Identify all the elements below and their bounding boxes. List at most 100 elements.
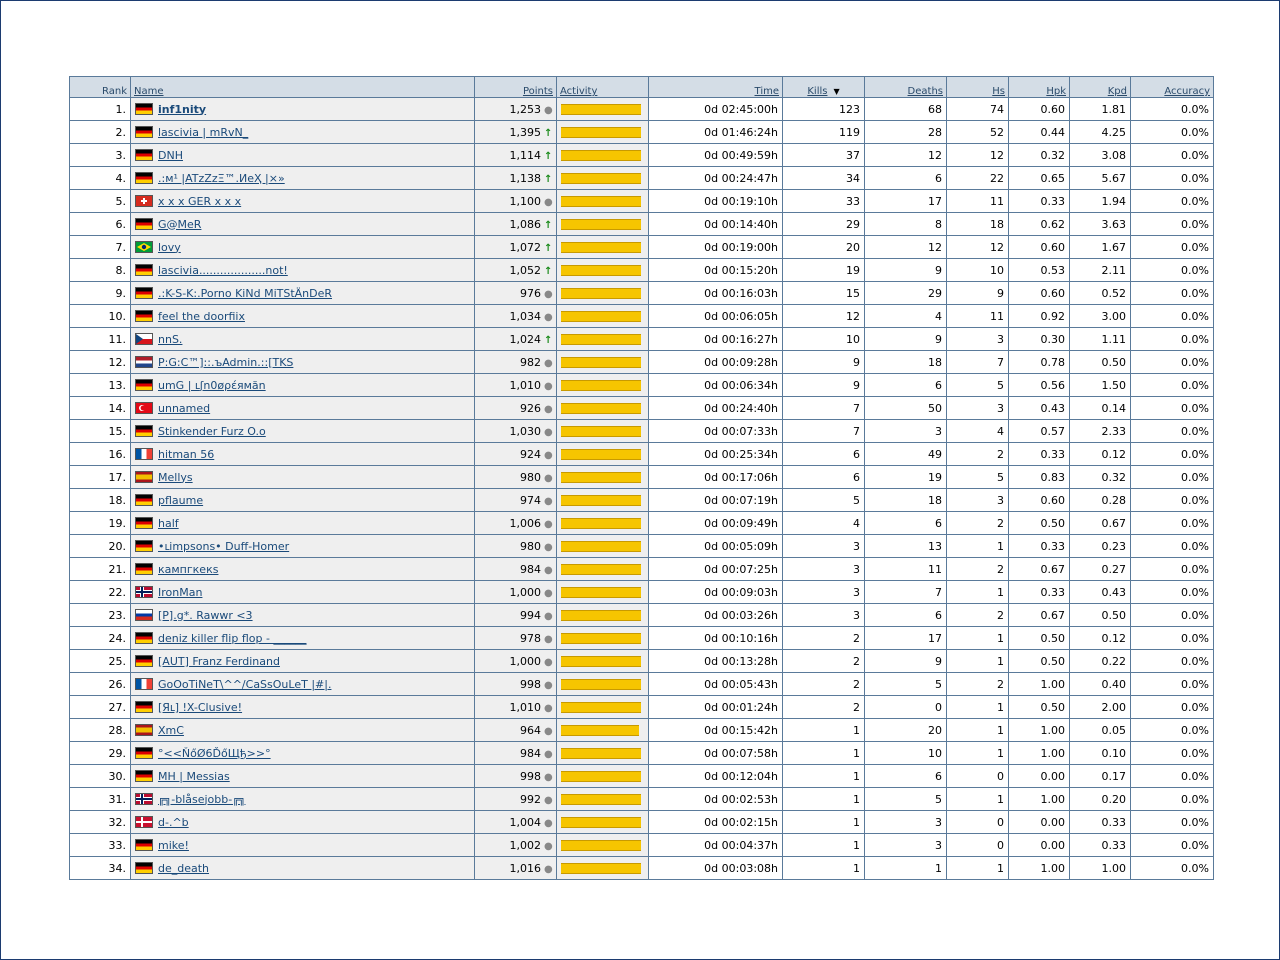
header-activity[interactable]: Activity [556,76,649,98]
player-name-link[interactable]: .:K-S-K:.Porno KiNd MiTStÄnDeR [158,286,333,300]
country-flag-icon[interactable] [135,516,153,529]
sort-by-accuracy-link[interactable]: Accuracy [1164,86,1210,97]
country-flag-icon[interactable] [135,332,153,345]
country-flag-icon[interactable] [135,654,153,667]
kpd-cell: 0.10 [1069,741,1131,765]
player-name-link[interactable]: deniz killer flip flop - ______ [158,631,307,645]
sort-by-hpk-link[interactable]: Hpk [1046,86,1066,97]
player-name-link[interactable]: umG | ւʃn0øρέямăn [158,378,266,392]
player-name-link[interactable]: [Яւ] !X-Clusive! [158,700,243,714]
country-flag-icon[interactable] [135,378,153,391]
country-flag-icon[interactable] [135,562,153,575]
country-flag-icon[interactable] [135,148,153,161]
sort-by-kpd-link[interactable]: Kpd [1107,86,1127,97]
player-name-link[interactable]: G@MeR [158,217,202,231]
country-flag-icon[interactable] [135,723,153,736]
player-name-link[interactable]: IronMan [158,585,203,599]
sort-by-name-link[interactable]: Name [134,86,164,97]
trend-up-icon: ↑ [544,127,553,139]
sort-by-hs-link[interactable]: Hs [992,86,1005,97]
country-flag-icon[interactable] [135,424,153,437]
country-flag-icon[interactable] [135,792,153,805]
country-flag-icon[interactable] [135,309,153,322]
player-name-link[interactable]: Stinkender Furz O.o [158,424,266,438]
sort-by-deaths-link[interactable]: Deaths [907,86,943,97]
kpd-cell: 4.25 [1069,120,1131,144]
player-name-link[interactable]: inf1nity [158,102,207,116]
country-flag-icon[interactable] [135,447,153,460]
header-points[interactable]: Points [474,76,557,98]
player-name-link[interactable]: nnS. [158,332,183,346]
sort-by-activity-link[interactable]: Activity [560,86,598,97]
sort-by-points-link[interactable]: Points [522,86,553,97]
time-cell: 0d 00:12:04h [648,764,783,788]
header-kpd[interactable]: Kpd [1069,76,1131,98]
player-name-link[interactable]: [AUT] Franz Ferdinand [158,654,280,668]
country-flag-icon[interactable] [135,263,153,276]
kpd-cell: 3.08 [1069,143,1131,167]
country-flag-icon[interactable] [135,815,153,828]
player-name-link[interactable]: P:G:C™]::.ъAdmin.::[TKS [158,355,294,369]
country-flag-icon[interactable] [135,286,153,299]
country-flag-icon[interactable] [135,585,153,598]
country-flag-icon[interactable] [135,194,153,207]
hs-cell-value: 1 [997,792,1004,806]
country-flag-icon[interactable] [135,355,153,368]
country-flag-icon[interactable] [135,746,153,759]
player-name-link[interactable]: lascivia | mRvN_ [158,125,249,139]
country-flag-icon[interactable] [135,539,153,552]
player-name-link[interactable]: кампгкекs [158,562,219,576]
player-name-link[interactable]: lascivia...................not! [158,263,288,277]
country-flag-icon[interactable] [135,861,153,874]
player-name-link[interactable]: de_death [158,861,210,875]
player-name-link[interactable]: unnamed [158,401,211,415]
country-flag-icon[interactable] [135,493,153,506]
header-accuracy[interactable]: Accuracy [1130,76,1214,98]
country-flag-icon[interactable] [135,700,153,713]
accuracy-cell-value: 0.0% [1181,631,1209,645]
header-kills[interactable]: Kills ▼ [782,76,865,98]
rank-cell: 23. [69,603,131,627]
header-hs[interactable]: Hs [946,76,1009,98]
player-name-link[interactable]: Mellys [158,470,193,484]
country-flag-icon[interactable] [135,631,153,644]
player-name-link[interactable]: lovy [158,240,181,254]
rank-cell: 25. [69,649,131,673]
player-name-link[interactable]: mike! [158,838,189,852]
kpd-cell: 0.50 [1069,350,1131,374]
country-flag-icon[interactable] [135,769,153,782]
country-flag-icon[interactable] [135,217,153,230]
player-name-link[interactable]: d-.^b [158,815,189,829]
country-flag-icon[interactable] [135,171,153,184]
country-flag-icon[interactable] [135,677,153,690]
header-time[interactable]: Time [648,76,783,98]
country-flag-icon[interactable] [135,240,153,253]
player-name-link[interactable]: x x x GER x x x [158,194,242,208]
header-hpk[interactable]: Hpk [1008,76,1070,98]
sort-by-time-link[interactable]: Time [754,86,779,97]
header-deaths[interactable]: Deaths [864,76,947,98]
header-name[interactable]: Name [130,76,475,98]
country-flag-icon[interactable] [135,608,153,621]
country-flag-icon[interactable] [135,401,153,414]
player-name-link[interactable]: GoOoTiNeT\^^/CaSsOuLeT |#|. [158,677,332,691]
player-name-link[interactable]: MH | Messias [158,769,230,783]
player-name-link[interactable]: hitman 56 [158,447,215,461]
rank-cell: 12. [69,350,131,374]
player-name-link[interactable]: [P].g*. Rawwr <3 [158,608,253,622]
player-name-link[interactable]: feel the doorfiix [158,309,245,323]
country-flag-icon[interactable] [135,125,153,138]
player-name-link[interactable]: DNH [158,148,183,162]
player-name-link[interactable]: half [158,516,179,530]
player-name-link[interactable]: pflaume [158,493,204,507]
player-name-link[interactable]: ╔╗-blåsejobb-╔╗ [158,792,246,806]
sort-by-kills-link[interactable]: Kills [807,86,828,97]
player-name-link[interactable]: XmC [158,723,184,737]
player-name-link[interactable]: °<<ŇőØ6ĎőЩђ>>° [158,746,271,760]
player-name-link[interactable]: •ւimpsons• Duff-Homer [158,539,290,553]
country-flag-icon[interactable] [135,470,153,483]
player-name-link[interactable]: .:м¹ |ATzZzΞ™.ИеҲ |×» [158,171,285,185]
country-flag-icon[interactable] [135,102,153,115]
accuracy-cell: 0.0% [1130,235,1214,259]
country-flag-icon[interactable] [135,838,153,851]
